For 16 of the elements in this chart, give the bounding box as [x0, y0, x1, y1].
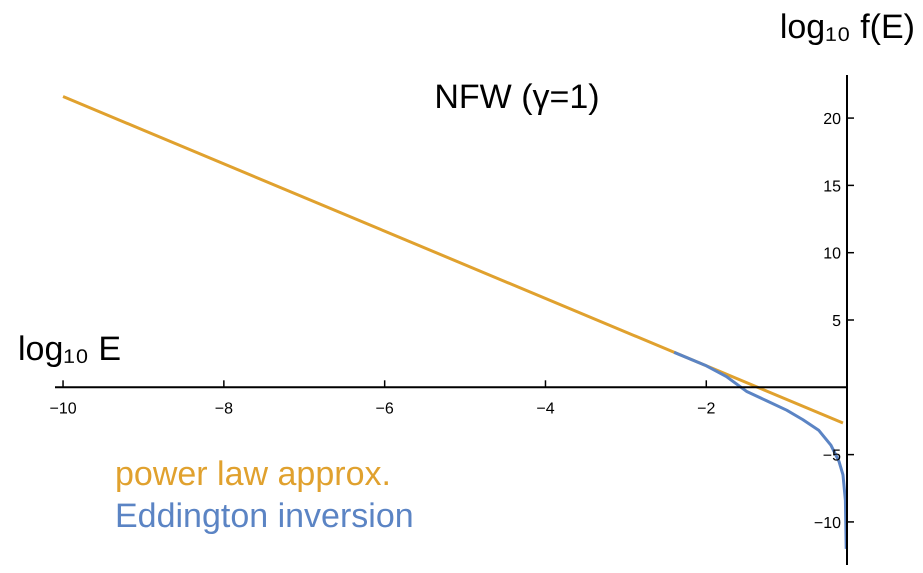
x-axis-title: log₁₀ E: [18, 330, 122, 368]
x-tick-label: −2: [697, 400, 716, 418]
y-axis-title: log₁₀ f(E): [780, 8, 915, 46]
y-tick-label: 15: [823, 178, 842, 196]
text: power law approx.: [115, 455, 391, 493]
chart-title: NFW (γ=1): [434, 78, 600, 116]
x-tick-label: −8: [214, 400, 234, 418]
y-tick-label: 20: [823, 111, 842, 128]
text: Eddington inversion: [115, 497, 414, 535]
y-tick-label: 5: [832, 313, 842, 330]
y-tick-label: −10: [814, 514, 842, 532]
x-tick-label: −10: [49, 400, 77, 418]
line-series: [672, 350, 848, 550]
x-tick-label: −4: [536, 400, 555, 418]
x-tick-label: −6: [376, 400, 394, 418]
y-tick-label: 10: [823, 246, 842, 263]
